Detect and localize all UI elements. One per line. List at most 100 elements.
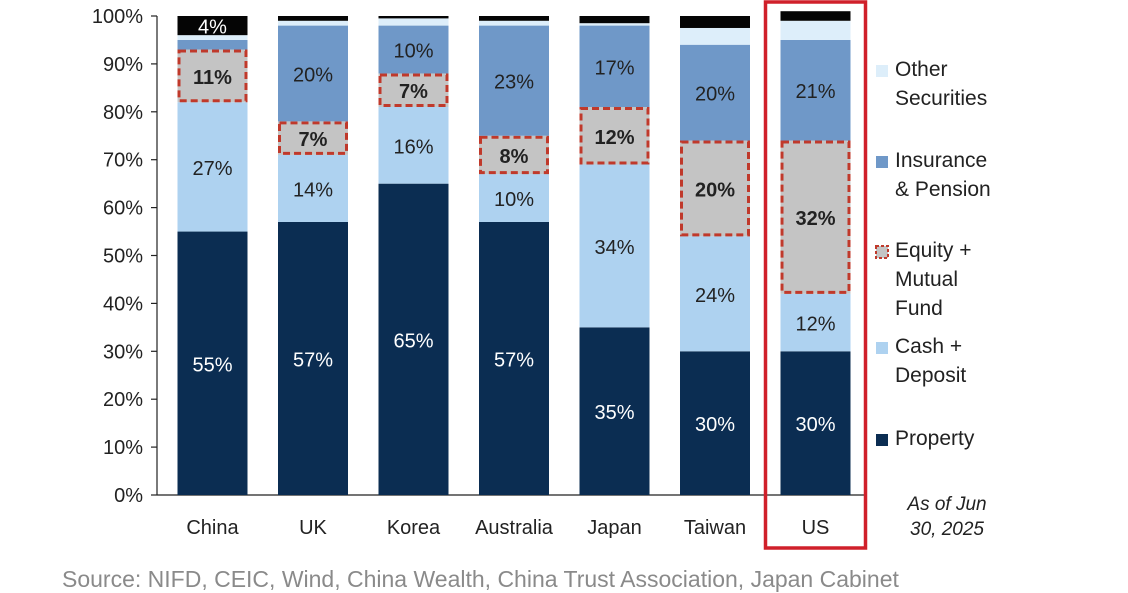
legend-swatch	[876, 156, 888, 168]
data-label: 34%	[594, 237, 634, 259]
legend-label: & Pension	[895, 178, 991, 201]
data-label: 55%	[192, 354, 232, 376]
data-label: 10%	[494, 189, 534, 211]
x-tick-label: Taiwan	[684, 517, 746, 539]
bar-segment	[378, 25, 449, 74]
data-label: 30%	[695, 414, 735, 436]
date-note: As of Jun 30, 2025	[906, 494, 986, 540]
bar-segment	[479, 20, 549, 26]
bar-segment	[680, 351, 750, 495]
bar-segment-dashed-border	[378, 73, 449, 108]
bar-segment-dashed-border	[579, 107, 650, 165]
x-tick-label: Japan	[587, 517, 642, 539]
us-highlight-box	[763, 0, 868, 550]
data-label: 7%	[299, 129, 328, 151]
legend-swatch	[876, 65, 888, 77]
data-label: 20%	[293, 64, 333, 86]
legend-label: Other	[895, 58, 948, 81]
bar-segment	[680, 16, 750, 28]
y-tick-label: 80%	[103, 102, 143, 124]
data-label: 65%	[393, 330, 433, 352]
data-label: 20%	[695, 84, 735, 106]
legend-label: Insurance	[895, 149, 987, 172]
bar-segment	[780, 140, 851, 294]
x-tick-label: US	[802, 517, 830, 539]
data-label: 8%	[500, 146, 529, 168]
bar-segment	[177, 16, 248, 36]
data-label: 4%	[198, 17, 227, 39]
bar-segment	[479, 221, 549, 495]
bar-segment	[177, 39, 248, 50]
date-note-line: 30, 2025	[910, 519, 984, 540]
x-tick-label: China	[186, 517, 239, 539]
bar-segment	[278, 121, 348, 155]
bar-segment	[378, 16, 449, 19]
data-label: 11%	[193, 67, 232, 89]
bar-segment	[780, 20, 851, 40]
legend-label: Deposit	[895, 364, 966, 387]
legend-label: Equity +	[895, 239, 971, 262]
data-label: 23%	[494, 72, 534, 94]
bar-segment	[177, 49, 248, 103]
y-axis: 0% 10% 20% 30% 40% 50% 60% 70% 80% 90% 100%	[92, 6, 866, 507]
data-label: 12%	[594, 127, 634, 149]
data-label: 17%	[594, 57, 634, 79]
bar-segment	[579, 327, 650, 495]
data-label: 16%	[393, 136, 433, 158]
bars: 55% 27% 11% 4% 57% 14% 7% 20% 65% 16% 7% 10% 57% 10% 8…	[177, 11, 851, 496]
bar-segment	[177, 231, 248, 496]
data-label: 7%	[399, 81, 428, 103]
data-label: 21%	[795, 81, 835, 103]
bar-segment	[378, 73, 449, 108]
bar-segment	[579, 16, 650, 24]
bar-segment	[177, 102, 248, 232]
data-label: 14%	[293, 179, 333, 201]
y-tick-label: 20%	[103, 389, 143, 411]
bar-segment	[579, 164, 650, 328]
data-label: 12%	[795, 314, 835, 336]
y-tick-label: 70%	[103, 150, 143, 172]
y-tick-label: 40%	[103, 293, 143, 315]
bar-segment	[378, 107, 449, 184]
bar-segment	[378, 18, 449, 26]
bar-segment	[680, 140, 750, 237]
x-axis-labels: China UK Korea Australia Japan Taiwan US	[186, 517, 829, 539]
legend-swatch	[876, 342, 888, 354]
bar-segment	[579, 107, 650, 165]
bar-segment-dashed-border	[479, 135, 549, 175]
bar-segment	[378, 183, 449, 495]
y-tick-label: 10%	[103, 437, 143, 459]
y-tick-label: 60%	[103, 198, 143, 220]
bar-segment	[680, 236, 750, 352]
legend-swatch	[876, 434, 888, 446]
bar-segment	[680, 44, 750, 141]
bar-segment	[479, 25, 549, 136]
y-tick-label: 100%	[92, 6, 143, 28]
bar-segment-dashed-border	[780, 140, 851, 294]
legend: Other Securities Insurance & Pension Equity …	[875, 58, 991, 450]
y-tick-label: 90%	[103, 54, 143, 76]
bar-segment	[579, 25, 650, 108]
bar-segment	[278, 16, 348, 21]
data-label: 24%	[695, 285, 735, 307]
bar-segment	[680, 27, 750, 45]
data-label: 32%	[795, 208, 835, 230]
bar-segment	[278, 25, 348, 122]
bar-segment	[278, 20, 348, 26]
x-tick-label: Australia	[475, 517, 554, 539]
y-tick-label: 50%	[103, 246, 143, 268]
data-label: 20%	[695, 179, 735, 201]
data-label: 10%	[393, 41, 433, 63]
date-note-line: As of Jun	[906, 494, 986, 515]
bar-segment	[177, 35, 248, 40]
data-label: 27%	[192, 158, 232, 180]
bar-segment	[780, 293, 851, 352]
bar-segment	[278, 154, 348, 222]
y-tick-label: 30%	[103, 341, 143, 363]
data-label: 57%	[494, 349, 534, 371]
bar-segment	[479, 135, 549, 175]
y-tick-label: 0%	[114, 485, 143, 507]
legend-label: Property	[895, 427, 975, 450]
bar-segment	[780, 39, 851, 141]
bar-segment	[780, 351, 851, 495]
